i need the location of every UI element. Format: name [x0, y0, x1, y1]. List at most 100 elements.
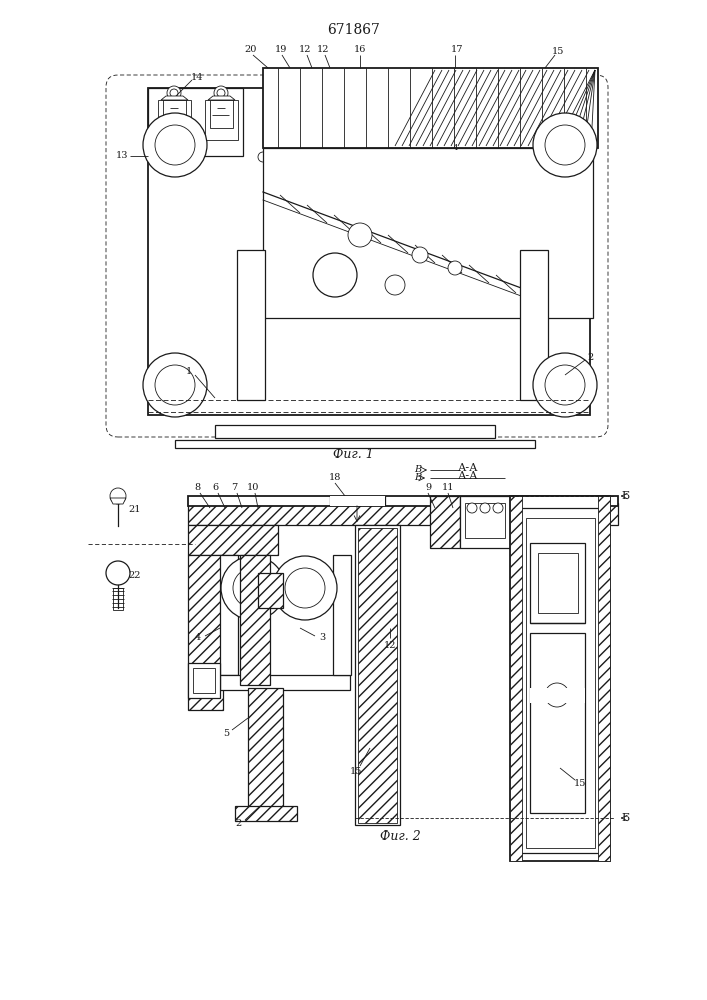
Bar	[215, 425, 495, 438]
Circle shape	[545, 683, 569, 707]
Text: 4: 4	[195, 634, 201, 643]
Bar	[520, 250, 548, 400]
Bar	[263, 68, 598, 148]
Bar	[113, 588, 123, 610]
Circle shape	[438, 155, 452, 169]
Text: Б: Б	[621, 491, 629, 501]
Circle shape	[273, 152, 283, 162]
Circle shape	[258, 152, 268, 162]
Circle shape	[339, 155, 353, 169]
Text: 1: 1	[186, 367, 192, 376]
Circle shape	[285, 568, 325, 608]
Bar	[220, 555, 238, 675]
Bar	[510, 496, 610, 861]
Bar	[220, 675, 350, 690]
Bar	[355, 525, 400, 825]
Circle shape	[155, 125, 195, 165]
Text: А-А: А-А	[457, 463, 478, 473]
Circle shape	[167, 86, 181, 100]
Circle shape	[106, 561, 130, 585]
Text: 15: 15	[551, 46, 564, 55]
Text: 10: 10	[247, 484, 259, 492]
Bar	[530, 688, 585, 703]
Text: 15: 15	[350, 766, 362, 776]
Text: 18: 18	[329, 474, 341, 483]
Text: А-А: А-А	[457, 471, 478, 481]
Text: 14: 14	[191, 73, 203, 82]
Bar	[237, 250, 265, 400]
Bar	[530, 633, 585, 813]
Text: 16: 16	[354, 45, 366, 54]
Circle shape	[483, 155, 497, 169]
Text: 12: 12	[317, 45, 329, 54]
Circle shape	[412, 247, 428, 263]
Bar	[148, 88, 243, 156]
Polygon shape	[161, 96, 188, 100]
Text: 15: 15	[574, 778, 586, 788]
Bar	[163, 100, 186, 128]
Circle shape	[348, 223, 372, 247]
Circle shape	[385, 275, 405, 295]
Circle shape	[480, 503, 490, 513]
Bar	[538, 553, 578, 613]
Bar	[263, 148, 593, 318]
Circle shape	[413, 155, 427, 169]
Circle shape	[322, 155, 336, 169]
Circle shape	[288, 155, 302, 169]
Circle shape	[143, 113, 207, 177]
Circle shape	[233, 568, 273, 608]
Circle shape	[217, 89, 225, 97]
Circle shape	[448, 261, 462, 275]
Text: 20: 20	[245, 45, 257, 54]
Circle shape	[545, 365, 585, 405]
Bar	[188, 525, 278, 555]
Bar	[598, 496, 610, 861]
Circle shape	[313, 253, 357, 297]
Text: В: В	[414, 464, 421, 474]
Circle shape	[305, 155, 319, 169]
Text: Б: Б	[621, 813, 629, 823]
Text: 8: 8	[194, 484, 200, 492]
Bar	[158, 100, 191, 140]
Bar	[205, 100, 238, 140]
Bar	[530, 543, 585, 623]
Bar	[510, 496, 522, 861]
Circle shape	[508, 155, 522, 169]
Text: 13: 13	[116, 151, 128, 160]
Bar	[258, 573, 283, 608]
Bar	[188, 663, 220, 698]
Polygon shape	[110, 498, 126, 504]
Text: 12: 12	[299, 45, 311, 54]
Bar	[188, 503, 618, 525]
Polygon shape	[208, 96, 235, 100]
Circle shape	[214, 86, 228, 100]
Bar	[333, 555, 351, 675]
Circle shape	[388, 155, 402, 169]
Text: 2: 2	[587, 353, 593, 361]
Text: 7: 7	[231, 484, 237, 492]
Text: 5: 5	[223, 730, 229, 738]
Text: 17: 17	[451, 45, 463, 54]
Bar	[358, 528, 397, 823]
Circle shape	[533, 353, 597, 417]
Bar	[518, 508, 603, 853]
Text: 19: 19	[275, 45, 287, 54]
Bar	[430, 496, 460, 548]
Bar	[188, 555, 223, 710]
Bar	[460, 496, 510, 548]
Circle shape	[110, 488, 126, 504]
Text: 22: 22	[129, 572, 141, 580]
Circle shape	[467, 503, 477, 513]
Bar	[193, 668, 215, 693]
Circle shape	[556, 155, 570, 169]
Bar	[148, 88, 590, 415]
Text: 4: 4	[452, 144, 457, 152]
Circle shape	[143, 353, 207, 417]
Circle shape	[493, 503, 503, 513]
Text: 671867: 671867	[327, 23, 380, 37]
Bar	[188, 496, 618, 506]
Circle shape	[155, 365, 195, 405]
Bar	[240, 555, 270, 685]
Text: 3: 3	[319, 634, 325, 643]
Bar	[235, 806, 297, 821]
